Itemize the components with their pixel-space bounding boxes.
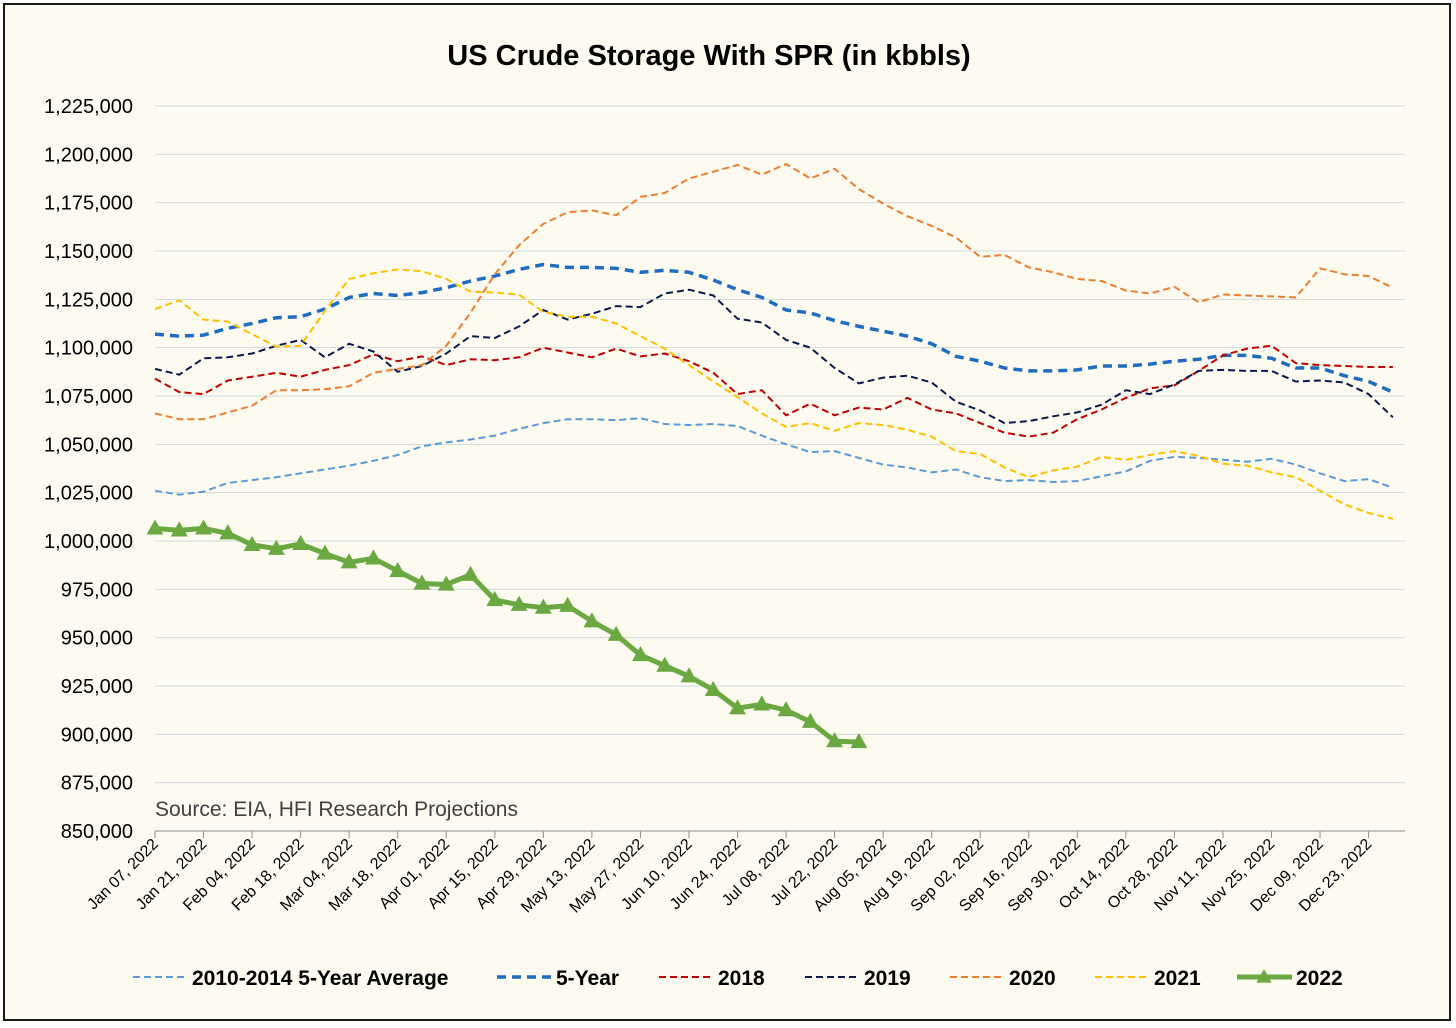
y-tick-label: 850,000	[61, 821, 133, 843]
y-axis-tick-labels: 850,000 875,000 900,000 925,000 950,000 975,0…	[44, 96, 133, 843]
chart-frame: US Crude Storage With SPR (in kbbls) 850…	[3, 3, 1451, 1021]
data-point-marker	[729, 699, 746, 715]
legend-item: 2010-2014 5-Year Average	[133, 967, 448, 990]
legend-label: 2019	[864, 967, 911, 990]
data-point-marker	[826, 732, 844, 748]
data-point-marker	[170, 521, 188, 537]
y-tick-label: 925,000	[61, 676, 133, 698]
data-point-marker	[801, 712, 819, 728]
y-tick-label: 950,000	[61, 628, 133, 650]
series-2022	[146, 519, 868, 749]
series-2010-2014-5-year-average	[154, 417, 1394, 496]
chart-title: US Crude Storage With SPR (in kbbls)	[447, 40, 970, 72]
series-line	[154, 525, 860, 745]
data-point-marker	[462, 565, 479, 581]
grid-lines	[155, 105, 1405, 784]
data-point-marker	[437, 575, 455, 591]
series-layer	[146, 163, 1394, 749]
y-tick-label: 1,225,000	[44, 96, 133, 118]
legend-label: 2010-2014 5-Year Average	[192, 967, 448, 990]
legend-label: 2020	[1009, 967, 1056, 990]
data-point-marker	[486, 590, 504, 607]
source-note: Source: EIA, HFI Research Projections	[155, 798, 518, 821]
y-tick-label: 1,000,000	[44, 531, 133, 553]
data-point-marker	[146, 519, 164, 535]
data-point-marker	[267, 539, 285, 555]
y-tick-label: 900,000	[61, 724, 133, 746]
y-tick-label: 1,125,000	[44, 289, 133, 311]
y-tick-label: 1,100,000	[44, 338, 133, 360]
data-point-marker	[559, 596, 577, 612]
data-point-marker	[583, 612, 601, 628]
data-point-marker	[753, 695, 771, 711]
legend-item: 2021	[1095, 967, 1201, 990]
data-point-marker	[340, 553, 358, 569]
legend-marker	[1256, 969, 1272, 983]
data-point-marker	[219, 524, 237, 540]
y-tick-label: 1,025,000	[44, 483, 133, 505]
series-line	[154, 344, 1393, 438]
legend-item: 2019	[805, 967, 911, 990]
y-tick-label: 1,150,000	[44, 241, 133, 263]
legend-item: 5-Year	[497, 967, 619, 990]
y-tick-label: 975,000	[61, 579, 133, 601]
y-tick-label: 875,000	[61, 773, 133, 795]
data-point-marker	[850, 733, 868, 749]
legend-item: 2020	[950, 967, 1056, 990]
data-point-marker	[364, 549, 382, 565]
data-point-marker	[292, 534, 310, 550]
legend-label: 5-Year	[556, 967, 619, 990]
data-point-marker	[534, 598, 552, 614]
data-point-marker	[413, 574, 431, 590]
series-2019	[154, 288, 1394, 425]
legend-label: 2021	[1154, 967, 1201, 990]
y-tick-label: 1,075,000	[44, 386, 133, 408]
data-point-marker	[631, 646, 649, 662]
series-line	[154, 417, 1394, 496]
data-point-marker	[607, 625, 625, 641]
series-line	[154, 262, 1394, 394]
data-point-marker	[316, 544, 334, 560]
data-point-marker	[243, 535, 261, 551]
y-tick-label: 1,050,000	[44, 434, 133, 456]
data-point-marker	[656, 656, 674, 672]
series-line	[154, 268, 1394, 520]
data-point-marker	[680, 667, 698, 683]
legend: 2010-2014 5-Year Average 5-Year 2018 2019 20…	[133, 967, 1343, 990]
y-tick-label: 1,175,000	[44, 193, 133, 215]
data-point-marker	[389, 561, 407, 578]
series-2020	[154, 163, 1394, 421]
series-5-year	[154, 262, 1394, 394]
line-chart: US Crude Storage With SPR (in kbbls) 850…	[44, 40, 1405, 990]
series-2018	[154, 344, 1393, 438]
legend-item: 2022	[1237, 967, 1343, 990]
legend-label: 2018	[718, 967, 765, 990]
series-2021	[154, 268, 1394, 520]
data-point-marker	[777, 701, 795, 717]
series-line	[154, 288, 1394, 425]
legend-item: 2018	[659, 967, 765, 990]
data-point-marker	[510, 595, 528, 611]
data-point-marker	[195, 519, 212, 535]
data-point-marker	[704, 680, 722, 696]
y-tick-label: 1,200,000	[44, 144, 133, 166]
series-line	[154, 163, 1394, 421]
legend-label: 2022	[1296, 967, 1343, 990]
